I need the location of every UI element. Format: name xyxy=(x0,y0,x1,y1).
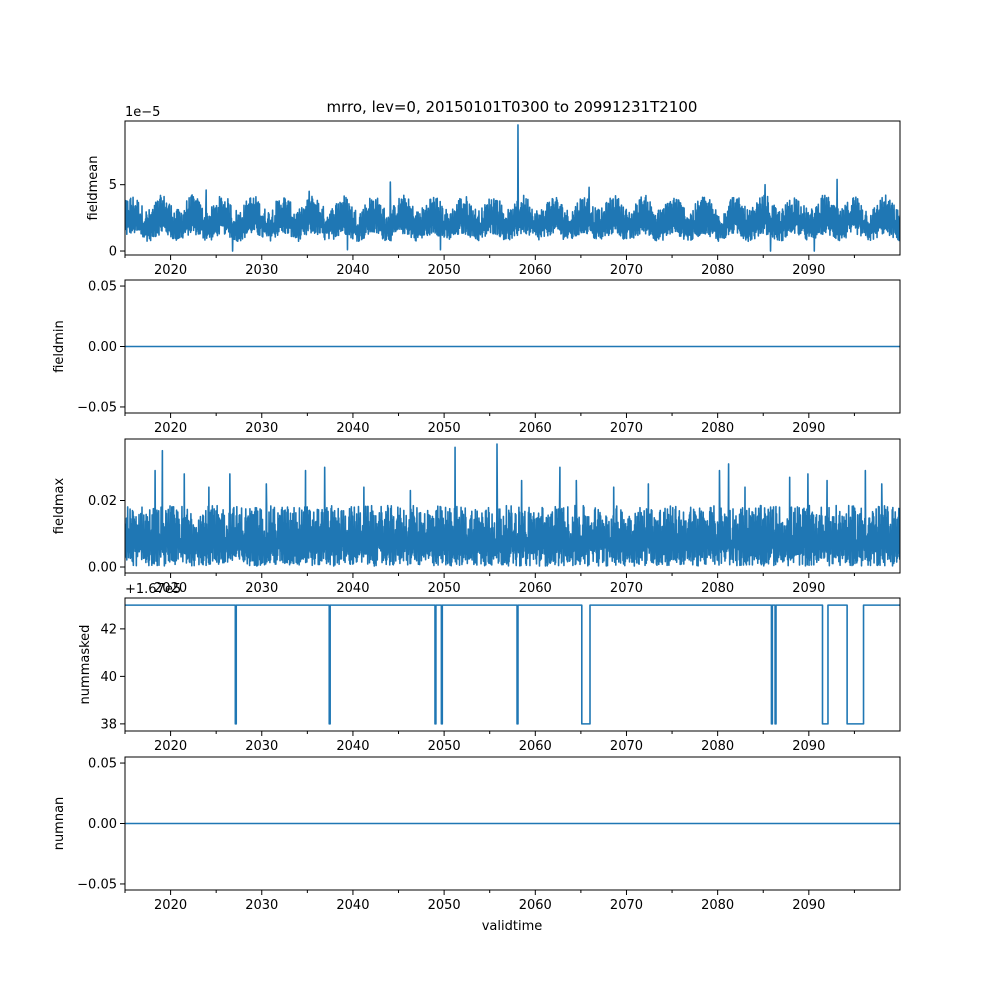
y-axis-label: fieldmin xyxy=(52,320,67,373)
x-tick-label: 2050 xyxy=(428,739,461,754)
x-tick-label: 2020 xyxy=(154,739,187,754)
x-tick-label: 2020 xyxy=(154,581,187,596)
axes-frame-fieldmean xyxy=(124,120,901,256)
x-tick-label: 2080 xyxy=(701,263,734,278)
y-axis-label: numnan xyxy=(52,797,67,851)
y-tick-label: 0.00 xyxy=(88,561,117,576)
x-tick-label: 2040 xyxy=(336,739,369,754)
panel-numnan: 2020 2030 2040 2050 2060 2070 2080 2090 −0.05 0.0… xyxy=(52,756,901,913)
series-line-nummasked xyxy=(125,604,900,725)
x-tick-label: 2070 xyxy=(610,421,643,436)
x-tick-label: 2020 xyxy=(154,898,187,913)
y-axis-label: nummasked xyxy=(78,625,93,705)
x-tick-label: 2020 xyxy=(154,263,187,278)
y-tick-label: 0.05 xyxy=(88,757,117,772)
y-tick-label: 5 xyxy=(109,178,117,193)
x-tick-label: 2060 xyxy=(519,581,552,596)
x-tick-label: 2060 xyxy=(519,898,552,913)
y-tick-label: 42 xyxy=(100,622,117,637)
chart-title: mrro, lev=0, 20150101T0300 to 20991231T2… xyxy=(327,98,698,116)
x-tick-label: 2020 xyxy=(154,421,187,436)
x-tick-label: 2050 xyxy=(428,898,461,913)
x-tick-label: 2070 xyxy=(610,739,643,754)
x-tick-label: 2050 xyxy=(428,263,461,278)
axes-frame-nummasked xyxy=(124,597,901,732)
x-tick-label: 2030 xyxy=(245,421,278,436)
x-tick-label: 2070 xyxy=(610,898,643,913)
x-tick-label: 2060 xyxy=(519,421,552,436)
y-tick-label: 38 xyxy=(100,717,117,732)
y-tick-label: 0 xyxy=(109,245,117,260)
x-tick-label: 2080 xyxy=(701,739,734,754)
panel-fieldmean: 2020 2030 2040 2050 2060 2070 2080 2090 0 5 fieldm… xyxy=(86,105,901,278)
x-tick-label: 2060 xyxy=(519,263,552,278)
y-offset-text: 1e−5 xyxy=(125,105,160,120)
x-tick-label: 2030 xyxy=(245,898,278,913)
y-tick-label: 0.00 xyxy=(88,340,117,355)
x-tick-label: 2090 xyxy=(792,898,825,913)
x-tick-label: 2030 xyxy=(245,581,278,596)
x-tick-label: 2090 xyxy=(792,581,825,596)
series-line-fieldmax xyxy=(125,443,900,567)
panel-fieldmax: 2020 2030 2040 2050 2060 2070 2080 2090 0.00 0.02… xyxy=(52,438,901,596)
x-tick-label: 2080 xyxy=(701,581,734,596)
x-tick-label: 2070 xyxy=(610,263,643,278)
x-tick-label: 2030 xyxy=(245,263,278,278)
x-tick-label: 2030 xyxy=(245,739,278,754)
x-tick-label: 2040 xyxy=(336,263,369,278)
x-tick-label: 2090 xyxy=(792,739,825,754)
y-offset-text: +1.67e5 xyxy=(125,582,181,597)
y-tick-label: −0.05 xyxy=(77,877,117,892)
x-tick-label: 2090 xyxy=(792,263,825,278)
y-axis-label: fieldmean xyxy=(86,156,101,221)
axes-frame-fieldmax xyxy=(124,438,901,574)
panel-nummasked: 2020 2030 2040 2050 2060 2070 2080 2090 38 40 42 nu… xyxy=(78,582,901,754)
panels: 2020 2030 2040 2050 2060 2070 2080 2090 0 5 fieldm… xyxy=(52,105,901,913)
x-tick-label: 2070 xyxy=(610,581,643,596)
y-tick-label: 0.00 xyxy=(88,817,117,832)
x-tick-label: 2050 xyxy=(428,581,461,596)
x-tick-label: 2040 xyxy=(336,421,369,436)
y-tick-label: −0.05 xyxy=(77,400,117,415)
x-tick-label: 2080 xyxy=(701,421,734,436)
y-tick-label: 0.05 xyxy=(88,280,117,295)
x-axis-label: validtime xyxy=(482,919,543,934)
series-line-fieldmean xyxy=(125,124,900,252)
y-tick-label: 0.02 xyxy=(88,494,117,509)
x-tick-label: 2040 xyxy=(336,581,369,596)
x-tick-label: 2090 xyxy=(792,421,825,436)
y-tick-label: 40 xyxy=(100,670,117,685)
y-axis-label: fieldmax xyxy=(52,478,67,535)
x-tick-label: 2040 xyxy=(336,898,369,913)
x-tick-label: 2080 xyxy=(701,898,734,913)
x-tick-label: 2060 xyxy=(519,739,552,754)
x-tick-label: 2050 xyxy=(428,421,461,436)
panel-fieldmin: 2020 2030 2040 2050 2060 2070 2080 2090 −0.05 0.0… xyxy=(52,279,901,436)
